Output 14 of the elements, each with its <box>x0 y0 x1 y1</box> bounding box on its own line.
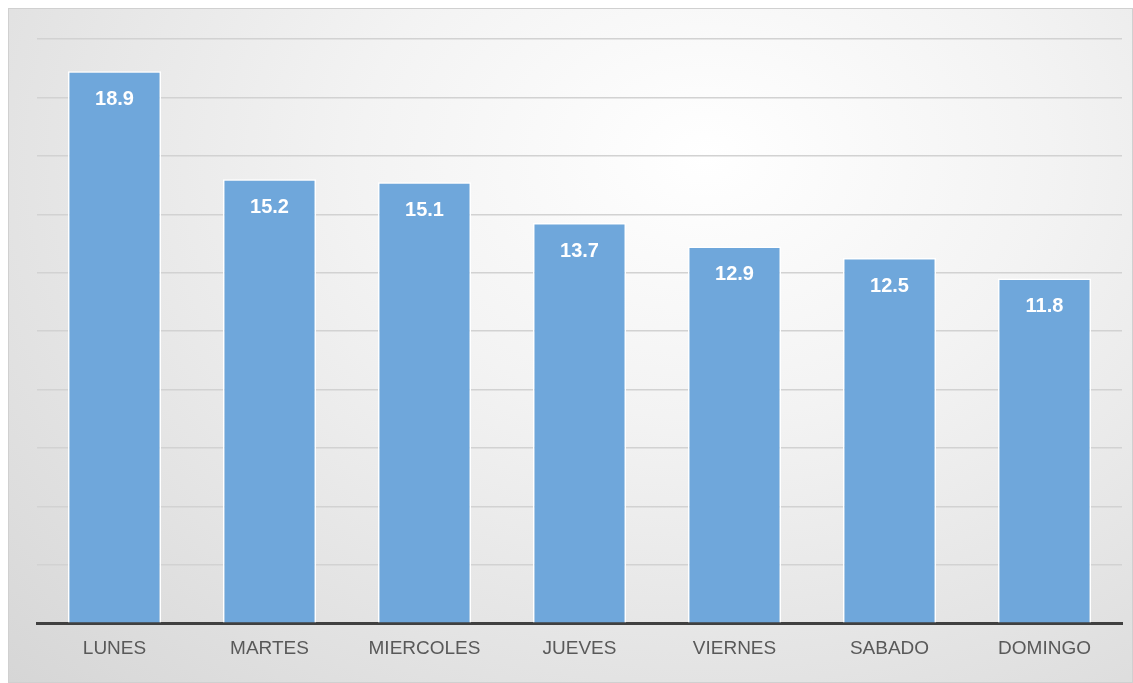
x-tick-label: MIERCOLES <box>368 636 481 658</box>
data-label: 13.7 <box>560 238 599 261</box>
data-label: 12.9 <box>715 261 754 284</box>
data-label: 18.9 <box>95 86 134 109</box>
data-label: 11.8 <box>1025 294 1064 317</box>
x-tick-label: JUEVES <box>542 636 617 658</box>
data-label: 15.1 <box>405 197 444 220</box>
data-label: 12.5 <box>870 273 909 296</box>
x-tick-label: DOMINGO <box>998 636 1091 658</box>
data-label: 15.2 <box>250 194 289 217</box>
x-tick-label: MARTES <box>230 636 309 658</box>
x-tick-label: VIERNES <box>692 636 777 658</box>
x-tick-label: SABADO <box>849 636 930 658</box>
x-tick-label: LUNES <box>82 636 147 658</box>
